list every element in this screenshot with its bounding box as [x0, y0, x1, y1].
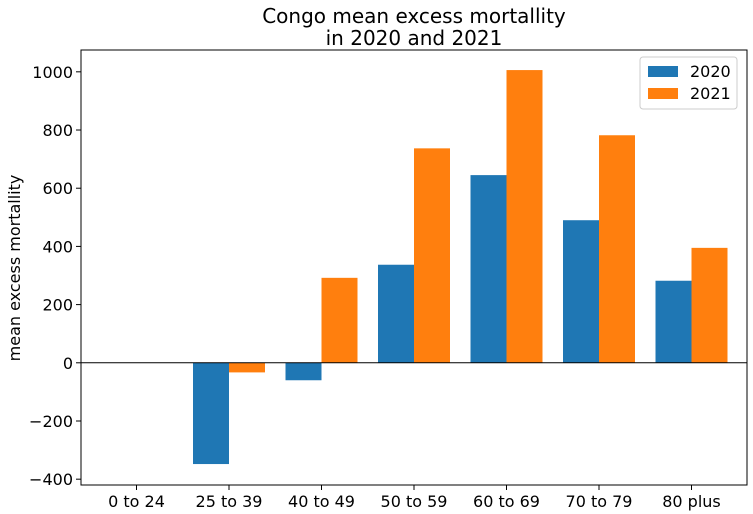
- plot-frame: [80, 49, 748, 486]
- legend-label-2020: 2020: [690, 62, 731, 81]
- chart-title-line-1: Congo mean excess mortallity: [262, 4, 566, 28]
- legend-label-2021: 2021: [690, 84, 731, 103]
- bar-2021-50-to-59: [414, 148, 450, 363]
- x-tick-label: 0 to 24: [108, 492, 165, 511]
- legend: 2020 2021: [639, 56, 738, 110]
- y-tick-label: 800: [42, 121, 73, 140]
- bar-2020-40-to-49: [285, 362, 322, 381]
- y-axis-ticks: −400 −200 0 200 400 600 800 1000: [29, 63, 81, 489]
- bar-2021-80-plus: [691, 247, 728, 363]
- bar-2020-80-plus: [655, 280, 692, 363]
- x-tick-label: 40 to 49: [288, 492, 355, 511]
- x-tick-label: 60 to 69: [473, 492, 540, 511]
- x-tick-label: 50 to 59: [381, 492, 448, 511]
- bar-2021-60-to-69: [506, 70, 543, 363]
- bar-2021-25-to-39: [229, 362, 265, 373]
- y-tick-label: 1000: [32, 63, 73, 82]
- bar-2021-40-to-49: [321, 277, 358, 363]
- y-tick-label: 0: [63, 354, 73, 373]
- x-tick-label: 25 to 39: [196, 492, 263, 511]
- y-tick-label: 200: [42, 296, 73, 315]
- legend-swatch-2021: [648, 88, 678, 99]
- chart-title-line-2: in 2020 and 2021: [326, 26, 503, 50]
- x-tick-label: 70 to 79: [566, 492, 633, 511]
- y-tick-label: −400: [29, 470, 73, 489]
- x-axis-ticks: 0 to 24 25 to 39 40 to 49 50 to 59 60 to 69 7…: [108, 485, 721, 511]
- x-tick-label: 80 plus: [662, 492, 721, 511]
- bar-2020-70-to-79: [563, 220, 599, 363]
- bar-2021-70-to-79: [599, 135, 635, 363]
- y-tick-label: −200: [29, 412, 73, 431]
- legend-swatch-2020: [648, 66, 678, 77]
- y-axis-label: mean excess mortallity: [5, 175, 24, 362]
- bars-layer: [193, 70, 728, 465]
- y-tick-label: 400: [42, 237, 73, 256]
- y-tick-label: 600: [42, 179, 73, 198]
- bar-2020-50-to-59: [378, 264, 414, 363]
- bar-2020-60-to-69: [470, 175, 507, 363]
- bar-2020-25-to-39: [193, 362, 229, 465]
